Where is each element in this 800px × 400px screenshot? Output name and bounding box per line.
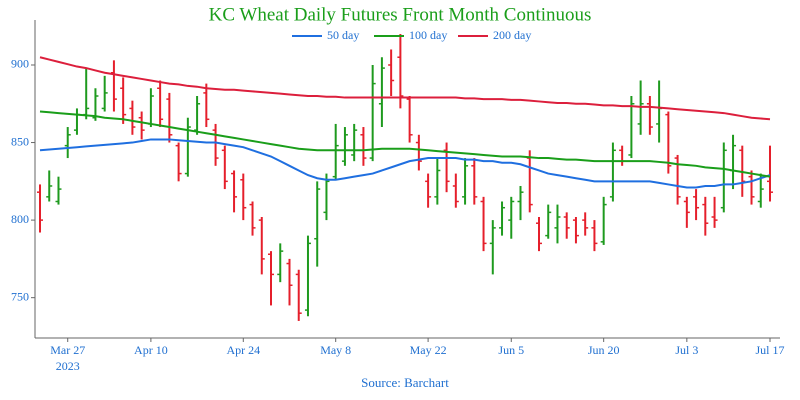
x-tick-year: 2023 — [56, 359, 80, 373]
x-tick-label: Jun 20 — [588, 343, 620, 357]
x-tick-label: Apr 10 — [134, 343, 168, 357]
y-tick-label: 750 — [11, 289, 29, 303]
x-tick-label: Jun 5 — [498, 343, 524, 357]
x-tick-label: May 8 — [320, 343, 351, 357]
y-tick-label: 900 — [11, 57, 29, 71]
x-tick-label: Apr 24 — [226, 343, 260, 357]
x-tick-label: Mar 27 — [50, 343, 85, 357]
moving-average-line — [39, 110, 771, 178]
legend-label: 100 day — [409, 28, 447, 42]
x-tick-label: May 22 — [410, 343, 447, 357]
x-tick-label: Jul 3 — [675, 343, 698, 357]
y-tick-label: 800 — [11, 212, 29, 226]
source-note: Source: Barchart — [361, 375, 449, 390]
y-tick-label: 850 — [11, 134, 29, 148]
x-tick-label: Jul 17 — [755, 343, 784, 357]
legend-label: 50 day — [327, 28, 359, 42]
moving-average-line — [39, 56, 771, 121]
moving-average-line — [39, 138, 771, 189]
legend-label: 200 day — [493, 28, 531, 42]
chart-title: KC Wheat Daily Futures Front Month Conti… — [209, 4, 592, 25]
